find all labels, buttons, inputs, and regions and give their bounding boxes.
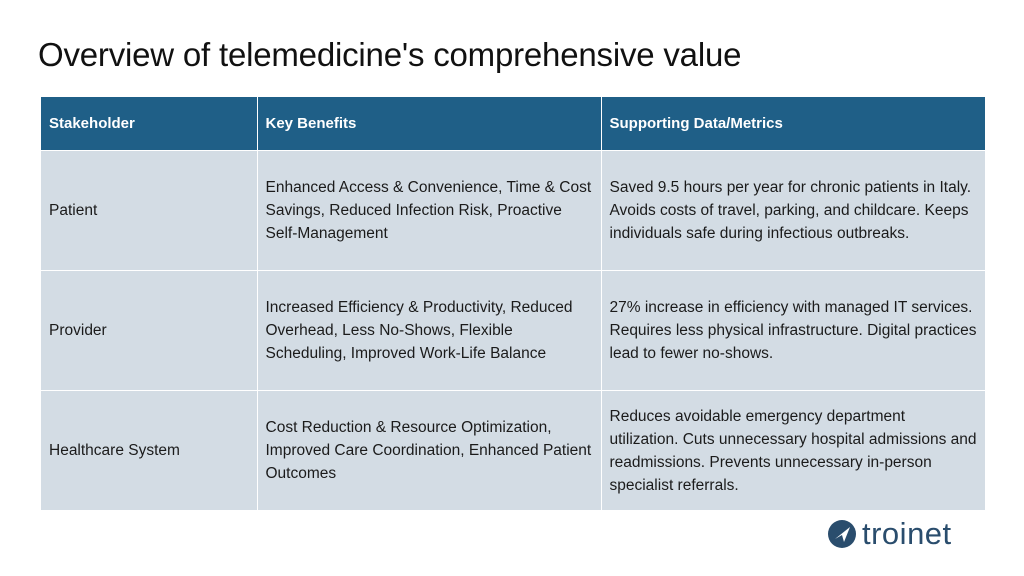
table-row: Healthcare System Cost Reduction & Resou… — [41, 390, 985, 510]
header-stakeholder: Stakeholder — [41, 97, 258, 151]
cell-stakeholder: Healthcare System — [41, 390, 258, 510]
table-row: Patient Enhanced Access & Convenience, T… — [41, 150, 985, 271]
cell-benefits: Cost Reduction & Resource Optimization, … — [257, 390, 602, 510]
cell-benefits: Increased Efficiency & Productivity, Red… — [257, 270, 602, 391]
cell-benefits: Enhanced Access & Convenience, Time & Co… — [257, 150, 602, 271]
cell-metrics: Reduces avoidable emergency department u… — [601, 390, 985, 510]
cell-stakeholder: Patient — [41, 150, 258, 271]
page-title: Overview of telemedicine's comprehensive… — [38, 36, 742, 73]
logo-wordmark: troinet — [862, 516, 952, 551]
table-header-row: Stakeholder Key Benefits Supporting Data… — [41, 97, 985, 151]
table-row: Provider Increased Efficiency & Producti… — [41, 270, 985, 391]
value-table: Stakeholder Key Benefits Supporting Data… — [41, 97, 985, 510]
troinet-logo: troinet — [826, 518, 952, 550]
cell-stakeholder: Provider — [41, 270, 258, 391]
troinet-logo-icon — [828, 520, 856, 548]
cell-metrics: Saved 9.5 hours per year for chronic pat… — [601, 150, 985, 271]
header-supporting-data: Supporting Data/Metrics — [601, 97, 985, 151]
header-key-benefits: Key Benefits — [257, 97, 602, 151]
cell-metrics: 27% increase in efficiency with managed … — [601, 270, 985, 391]
